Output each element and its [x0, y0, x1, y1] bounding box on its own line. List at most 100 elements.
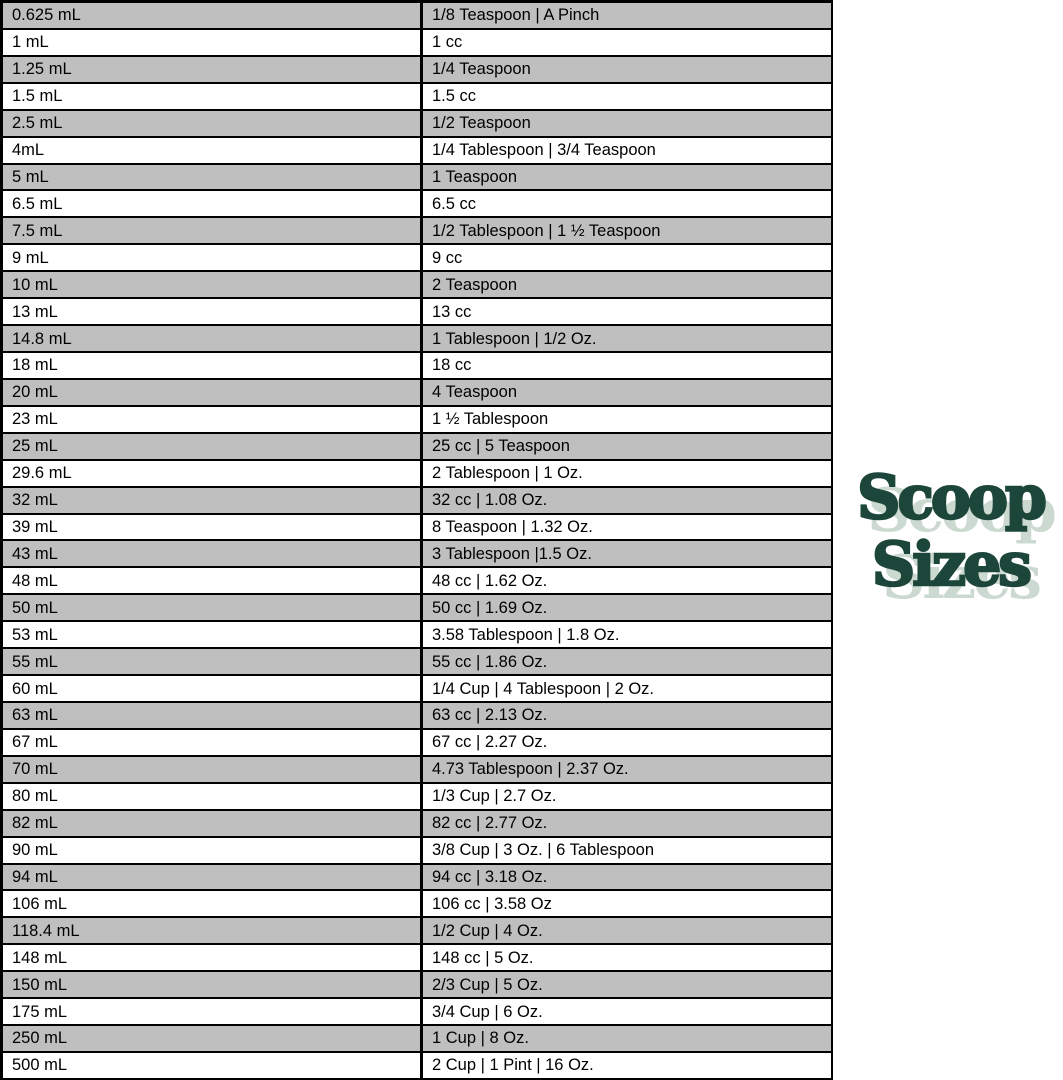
table-row: 7.5 mL 1/2 Tablespoon | 1 ½ Teaspoon [3, 218, 831, 246]
table-row: 29.6 mL 2 Tablespoon | 1 Oz. [3, 460, 831, 488]
ml-cell: 32 mL [3, 487, 423, 513]
conversion-cell: 67 cc | 2.27 Oz. [432, 733, 548, 752]
conversion-cell: 2 Tablespoon | 1 Oz. [432, 464, 583, 483]
table-row: 14.8 mL 1 Tablespoon | 1/2 Oz. [3, 326, 831, 353]
conversion-cell: 1/4 Tablespoon | 3/4 Teaspoon [432, 141, 656, 160]
conversion-cell: 3.58 Tablespoon | 1.8 Oz. [432, 625, 620, 644]
table-row: 50 mL 50 cc | 1.69 Oz. [3, 595, 831, 623]
conversion-cell: 4.73 Tablespoon | 2.37 Oz. [432, 760, 629, 779]
ml-cell: 29.6 mL [3, 460, 423, 486]
table-row: 60 mL 1/4 Cup | 4 Tablespoon | 2 Oz. [3, 676, 831, 703]
ml-cell: 60 mL [3, 676, 423, 701]
ml-cell: 39 mL [3, 514, 423, 540]
ml-cell: 82 mL [3, 810, 423, 836]
table-row: 13 mL 13 cc [3, 299, 831, 327]
conversion-cell: 82 cc | 2.77 Oz. [432, 814, 548, 833]
table-row: 150 mL 2/3 Cup | 5 Oz. [3, 972, 831, 1000]
ml-cell: 1.5 mL [3, 83, 423, 109]
table-row: 23 mL 1 ½ Tablespoon [3, 406, 831, 434]
ml-cell: 106 mL [3, 891, 423, 917]
ml-cell: 55 mL [3, 649, 423, 675]
table-row: 25 mL 25 cc | 5 Teaspoon [3, 433, 831, 461]
conversion-cell: 4 Teaspoon [432, 383, 518, 402]
table-row: 90 mL 3/8 Cup | 3 Oz. | 6 Tablespoon [3, 837, 831, 865]
conversion-table: 0.625 mL 1/8 Teaspoon | A Pinch 1 mL 1 cc 1.… [0, 0, 833, 1080]
table-row: 43 mL 3 Tablespoon |1.5 Oz. [3, 541, 831, 569]
table-row: 94 mL 94 cc | 3.18 Oz. [3, 864, 831, 892]
conversion-cell: 1 Cup | 8 Oz. [432, 1029, 529, 1048]
table-row: 6.5 mL 6.5 cc [3, 191, 831, 219]
conversion-cell: 55 cc | 1.86 Oz. [432, 652, 548, 671]
conversion-cell: 9 cc [432, 248, 463, 267]
ml-cell: 48 mL [3, 568, 423, 594]
ml-cell: 9 mL [3, 245, 423, 271]
conversion-cell: 1/3 Cup | 2.7 Oz. [432, 787, 557, 806]
conversion-cell: 2 Cup | 1 Pint | 16 Oz. [432, 1056, 594, 1075]
table-row: 32 mL 32 cc | 1.08 Oz. [3, 487, 831, 515]
logo-line-2: Sizes [871, 530, 1034, 600]
conversion-cell: 1/2 Teaspoon [432, 114, 531, 133]
ml-cell: 7.5 mL [3, 218, 423, 244]
conversion-cell: 13 cc [432, 302, 472, 321]
conversion-cell: 94 cc | 3.18 Oz. [432, 867, 548, 886]
ml-cell: 50 mL [3, 595, 423, 621]
table-row: 20 mL 4 Teaspoon [3, 379, 831, 407]
ml-cell: 2.5 mL [3, 110, 423, 136]
ml-cell: 90 mL [3, 837, 423, 863]
conversion-cell: 8 Teaspoon | 1.32 Oz. [432, 517, 593, 536]
ml-cell: 70 mL [3, 756, 423, 782]
ml-cell: 1 mL [3, 29, 423, 55]
conversion-cell: 6.5 cc [432, 194, 477, 213]
table-row: 1.5 mL 1.5 cc [3, 83, 831, 111]
table-row: 70 mL 4.73 Tablespoon | 2.37 Oz. [3, 756, 831, 784]
ml-cell: 500 mL [3, 1052, 423, 1078]
table-row: 0.625 mL 1/8 Teaspoon | A Pinch [3, 3, 831, 30]
table-row: 67 mL 67 cc | 2.27 Oz. [3, 729, 831, 757]
ml-cell: 63 mL [3, 702, 423, 728]
scoop-sizes-logo: Scoop Sizes [838, 463, 1063, 600]
conversion-cell: 2 Teaspoon [432, 275, 518, 294]
table-row: 18 mL 18 cc [3, 352, 831, 380]
conversion-cell: 3/8 Cup | 3 Oz. | 6 Tablespoon [432, 841, 654, 860]
logo-line-1: Scoop [856, 463, 1048, 533]
table-row: 10 mL 2 Teaspoon [3, 272, 831, 300]
ml-cell: 94 mL [3, 864, 423, 890]
ml-cell: 80 mL [3, 783, 423, 809]
conversion-cell: 3 Tablespoon |1.5 Oz. [432, 544, 592, 563]
ml-cell: 23 mL [3, 406, 423, 432]
ml-cell: 20 mL [3, 379, 423, 405]
conversion-cell: 2/3 Cup | 5 Oz. [432, 975, 543, 994]
table-row: 39 mL 8 Teaspoon | 1.32 Oz. [3, 514, 831, 542]
conversion-cell: 25 cc | 5 Teaspoon [432, 437, 570, 456]
ml-cell: 1.25 mL [3, 56, 423, 82]
conversion-cell: 50 cc | 1.69 Oz. [432, 598, 548, 617]
ml-cell: 175 mL [3, 999, 423, 1025]
table-row: 106 mL 106 cc | 3.58 Oz [3, 891, 831, 919]
table-row: 55 mL 55 cc | 1.86 Oz. [3, 649, 831, 677]
conversion-cell: 18 cc [432, 356, 472, 375]
ml-cell: 53 mL [3, 622, 423, 648]
conversion-cell: 48 cc | 1.62 Oz. [432, 571, 548, 590]
conversion-cell: 1 ½ Tablespoon [432, 410, 549, 429]
table-row: 148 mL 148 cc | 5 Oz. [3, 945, 831, 973]
ml-cell: 150 mL [3, 972, 423, 998]
conversion-cell: 3/4 Cup | 6 Oz. [432, 1002, 543, 1021]
conversion-cell: 1/8 Teaspoon | A Pinch [432, 6, 600, 25]
ml-cell: 67 mL [3, 729, 423, 755]
table-row: 63 mL 63 cc | 2.13 Oz. [3, 702, 831, 730]
ml-cell: 4mL [3, 137, 423, 163]
table-row: 175 mL 3/4 Cup | 6 Oz. [3, 999, 831, 1027]
table-row: 4mL 1/4 Tablespoon | 3/4 Teaspoon [3, 137, 831, 165]
conversion-cell: 63 cc | 2.13 Oz. [432, 706, 548, 725]
conversion-cell: 1 Teaspoon [432, 167, 518, 186]
table-row: 1 mL 1 cc [3, 29, 831, 57]
conversion-cell: 1 Tablespoon | 1/2 Oz. [432, 329, 597, 348]
ml-cell: 148 mL [3, 945, 423, 971]
conversion-cell: 1 cc [432, 33, 463, 52]
table-row: 118.4 mL 1/2 Cup | 4 Oz. [3, 918, 831, 946]
conversion-cell: 1/4 Cup | 4 Tablespoon | 2 Oz. [432, 679, 654, 698]
ml-cell: 25 mL [3, 433, 423, 459]
conversion-cell: 148 cc | 5 Oz. [432, 948, 534, 967]
conversion-cell: 1/4 Teaspoon [432, 60, 531, 79]
